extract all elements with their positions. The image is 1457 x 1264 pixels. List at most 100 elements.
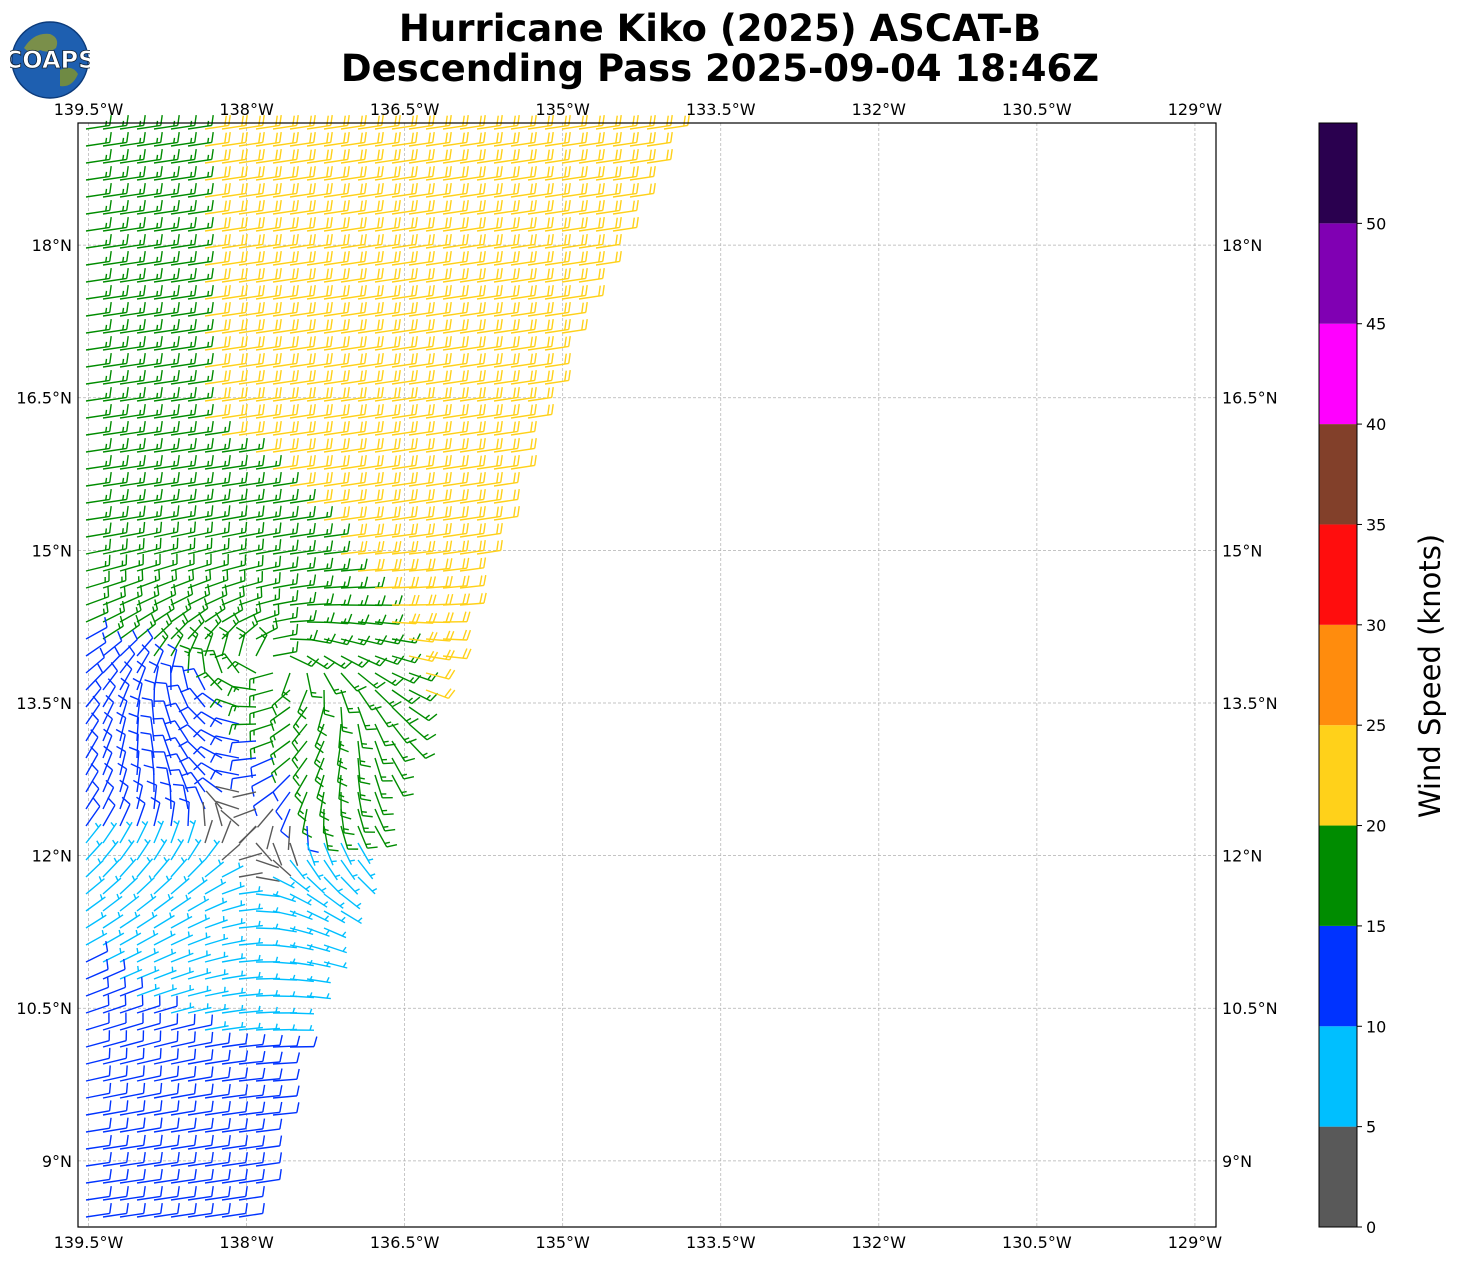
wind-barb bbox=[119, 505, 146, 521]
wind-barb bbox=[306, 842, 319, 866]
wind-barb bbox=[140, 714, 155, 742]
wind-barb bbox=[272, 370, 299, 385]
wind-barb bbox=[153, 1030, 179, 1048]
wind-barb bbox=[269, 740, 291, 766]
wind-barb bbox=[442, 217, 469, 232]
wind-barb bbox=[357, 723, 373, 750]
wind-barb bbox=[408, 149, 435, 164]
wind-barb bbox=[323, 285, 350, 300]
map-frame bbox=[77, 122, 1217, 1228]
wind-barb bbox=[357, 876, 378, 895]
wind-barb bbox=[119, 839, 135, 861]
wind-barb bbox=[272, 942, 297, 949]
wind-barb bbox=[493, 251, 520, 266]
wind-barb bbox=[187, 838, 202, 861]
wind-barb bbox=[493, 166, 520, 181]
wind-barb bbox=[249, 723, 274, 742]
wind-barb bbox=[187, 985, 212, 997]
wind-barb bbox=[102, 875, 122, 895]
wind-barb bbox=[153, 285, 180, 300]
wind-barb bbox=[255, 115, 282, 130]
wind-barb bbox=[323, 455, 350, 470]
wind-barb bbox=[340, 472, 367, 487]
wind-barb bbox=[510, 183, 537, 198]
wind-barb bbox=[306, 217, 333, 232]
wind-barb bbox=[119, 421, 146, 436]
wind-barb bbox=[238, 183, 265, 198]
coaps-globe-logo: COAPS bbox=[10, 21, 90, 99]
wind-barb bbox=[391, 421, 418, 436]
wind-barb bbox=[340, 132, 367, 147]
wind-barb bbox=[232, 791, 257, 799]
wind-barb bbox=[170, 1031, 196, 1048]
wind-barb bbox=[527, 115, 554, 130]
wind-barb bbox=[357, 421, 384, 436]
wind-barb bbox=[255, 1169, 282, 1184]
wind-barb bbox=[119, 796, 131, 827]
wind-barb bbox=[323, 166, 350, 181]
wind-barb bbox=[170, 404, 197, 419]
wind-barb bbox=[238, 404, 265, 419]
wind-barb bbox=[340, 404, 367, 419]
wind-barb bbox=[221, 251, 248, 266]
wind-barb bbox=[527, 166, 554, 181]
wind-barb bbox=[119, 1152, 146, 1167]
wind-barb bbox=[357, 370, 384, 385]
colorbar-tick-label: 35 bbox=[1366, 515, 1386, 534]
wind-barb bbox=[340, 234, 367, 249]
wind-barb bbox=[289, 149, 316, 164]
wind-barb bbox=[493, 115, 520, 130]
wind-barb bbox=[221, 554, 247, 572]
wind-barb bbox=[391, 689, 421, 705]
wind-barb bbox=[476, 523, 503, 538]
wind-barb bbox=[221, 599, 244, 623]
wind-barb bbox=[136, 966, 160, 980]
wind-barb bbox=[85, 1012, 110, 1031]
wind-barb bbox=[306, 506, 333, 521]
wind-barb bbox=[170, 931, 194, 946]
wind-barb bbox=[218, 626, 229, 657]
wind-barb bbox=[595, 149, 622, 164]
wind-barb bbox=[391, 268, 418, 283]
wind-barb bbox=[136, 421, 163, 436]
wind-barb bbox=[292, 706, 308, 736]
wind-barb bbox=[374, 285, 401, 300]
wind-barb bbox=[476, 251, 503, 266]
wind-barb bbox=[272, 234, 299, 249]
wind-barb bbox=[187, 876, 208, 895]
wind-barb bbox=[323, 268, 350, 283]
wind-barb bbox=[391, 523, 419, 538]
logo-text: COAPS bbox=[10, 46, 90, 74]
wind-barb bbox=[357, 217, 384, 232]
wind-barb bbox=[102, 646, 121, 674]
wind-barb bbox=[102, 200, 129, 215]
wind-barb bbox=[391, 740, 416, 762]
wind-barb bbox=[204, 1203, 231, 1218]
wind-barb bbox=[357, 558, 385, 572]
wind-barb bbox=[442, 575, 470, 589]
wind-barb bbox=[153, 1065, 180, 1082]
wind-barb bbox=[270, 757, 291, 784]
wind-barb bbox=[408, 650, 439, 662]
wind-barb bbox=[170, 583, 194, 606]
wind-barb bbox=[102, 600, 126, 623]
wind-barb bbox=[85, 234, 112, 249]
wind-barb bbox=[187, 1117, 214, 1133]
wind-barb bbox=[561, 234, 588, 249]
wind-barb bbox=[408, 421, 435, 436]
wind-barb bbox=[85, 894, 106, 912]
wind-barb bbox=[119, 404, 146, 419]
wind-barb bbox=[170, 217, 197, 232]
lat-tick-label-right: 12°N bbox=[1222, 847, 1262, 866]
wind-barb bbox=[442, 115, 469, 130]
wind-barb bbox=[238, 538, 265, 555]
wind-barb bbox=[442, 183, 469, 198]
wind-barb bbox=[442, 200, 469, 215]
lat-tick-label-right: 13.5°N bbox=[1222, 694, 1278, 713]
wind-barb bbox=[170, 183, 197, 198]
wind-barb bbox=[136, 553, 161, 572]
wind-barb bbox=[85, 780, 100, 810]
wind-barb bbox=[289, 574, 317, 589]
wind-barb bbox=[255, 251, 282, 266]
wind-barb bbox=[476, 455, 503, 470]
